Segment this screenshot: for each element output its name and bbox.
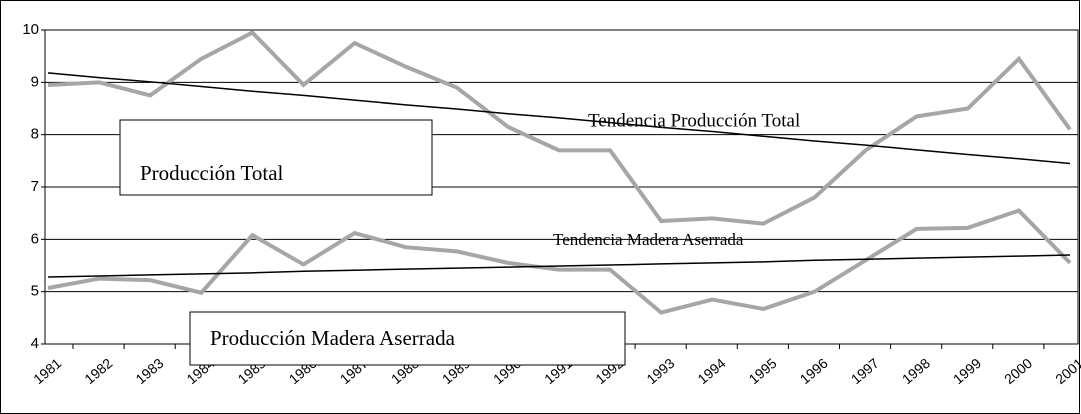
trend-line [47, 72, 1071, 165]
label-box [189, 311, 626, 366]
series-label: Producción Total [140, 161, 284, 185]
y-tick-label: 5 [31, 283, 39, 300]
y-tick-label: 10 [22, 21, 39, 38]
y-tick-label: 8 [31, 126, 39, 143]
y-tick-label: 6 [31, 230, 39, 247]
trend-label: Tendencia Madera Aserrada [553, 230, 744, 249]
trend-label: Tendencia Producción Total [588, 110, 800, 131]
y-tick-label: 4 [31, 335, 39, 352]
y-tick-label: 9 [31, 73, 39, 90]
series-line [47, 30, 1072, 226]
y-tick-label: 7 [31, 178, 39, 195]
trend-line [47, 254, 1071, 278]
label-box [119, 119, 433, 196]
series-label: Producción Madera Aserrada [210, 326, 456, 350]
